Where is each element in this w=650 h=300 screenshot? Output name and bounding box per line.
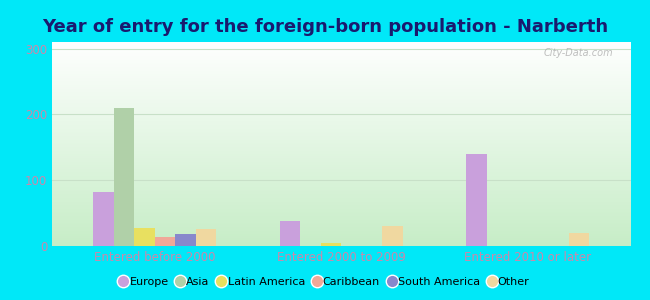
Bar: [382, 226, 403, 246]
Bar: [134, 228, 155, 246]
Bar: [196, 229, 216, 246]
Bar: [280, 221, 300, 246]
Bar: [320, 243, 341, 246]
Text: Year of entry for the foreign-born population - Narberth: Year of entry for the foreign-born popul…: [42, 18, 608, 36]
Text: City-Data.com: City-Data.com: [543, 48, 613, 58]
Bar: [466, 154, 487, 246]
Bar: [93, 192, 114, 246]
Bar: [155, 237, 175, 246]
Bar: [175, 234, 196, 246]
Bar: [114, 108, 134, 246]
Legend: Europe, Asia, Latin America, Caribbean, South America, Other: Europe, Asia, Latin America, Caribbean, …: [116, 273, 534, 291]
Bar: [569, 233, 590, 246]
